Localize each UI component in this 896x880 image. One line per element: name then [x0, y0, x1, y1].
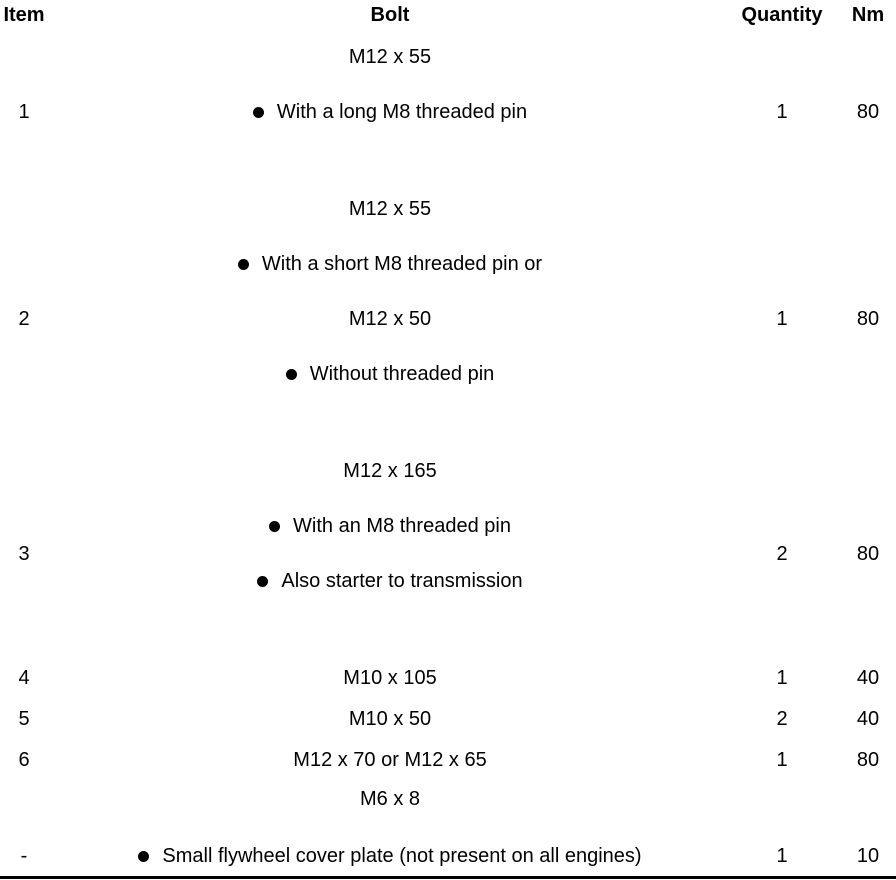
item-number: 5 — [18, 708, 30, 730]
bolt-spec-text: M6 x 8 — [359, 788, 421, 810]
quantity-value: 1 — [776, 667, 788, 689]
column-header-quantity: Quantity — [741, 4, 823, 26]
item-number: 6 — [18, 749, 30, 771]
quantity-value: 1 — [776, 308, 788, 330]
item-number: - — [20, 845, 28, 867]
nm-value: 40 — [856, 667, 880, 689]
column-header-nm: Nm — [851, 4, 885, 26]
bolt-spec-text: Small flywheel cover plate (not present … — [162, 845, 642, 867]
bolt-spec-text: M10 x 105 — [343, 667, 437, 689]
bolt-spec-text: M12 x 50 — [348, 308, 432, 330]
bolt-spec-text: With a short M8 threaded pin or — [261, 253, 543, 275]
bottom-divider — [0, 876, 896, 879]
bolt-spec-line: M12 x 70 or M12 x 65 — [0, 748, 780, 772]
nm-value: 80 — [856, 308, 880, 330]
bullet-icon — [237, 258, 249, 270]
item-number: 4 — [18, 667, 30, 689]
bolt-spec-line: With a short M8 threaded pin or — [0, 252, 780, 276]
nm-value: 80 — [856, 101, 880, 123]
quantity-value: 1 — [776, 749, 788, 771]
bullet-icon — [138, 850, 150, 862]
bolt-spec-text: M12 x 55 — [348, 198, 432, 220]
bolt-spec-text: Without threaded pin — [309, 363, 495, 385]
item-number: 3 — [18, 543, 30, 565]
bolt-spec-line: With a long M8 threaded pin — [0, 100, 780, 124]
bolt-spec-line: Also starter to transmission — [0, 569, 780, 593]
nm-value: 40 — [856, 708, 880, 730]
bolt-spec-line: M12 x 55 — [0, 197, 780, 221]
bullet-icon — [252, 106, 264, 118]
bolt-spec-text: M12 x 165 — [343, 460, 437, 482]
nm-value: 80 — [856, 749, 880, 771]
bolt-spec-text: M10 x 50 — [348, 708, 432, 730]
bullet-icon — [285, 368, 297, 380]
bolt-spec-text: With a long M8 threaded pin — [276, 101, 528, 123]
bolt-spec-text: M12 x 70 or M12 x 65 — [293, 749, 487, 771]
quantity-value: 1 — [776, 845, 788, 867]
bolt-spec-text: Also starter to transmission — [281, 570, 523, 592]
quantity-value: 2 — [776, 708, 788, 730]
bullet-icon — [257, 575, 269, 587]
bolt-spec-text: M12 x 55 — [348, 46, 432, 68]
bolt-spec-line: M12 x 55 — [0, 45, 780, 69]
quantity-value: 1 — [776, 101, 788, 123]
bolt-spec-line: M12 x 165 — [0, 459, 780, 483]
bolt-spec-text: With an M8 threaded pin — [293, 515, 511, 537]
nm-value: 80 — [856, 543, 880, 565]
bolt-spec-line: With an M8 threaded pin — [0, 514, 780, 538]
bolt-spec-line: Without threaded pin — [0, 362, 780, 386]
bolt-spec-line: M6 x 8 — [0, 787, 780, 811]
nm-value: 10 — [856, 845, 880, 867]
column-header-item: Item — [3, 4, 45, 26]
bolt-spec-line: Small flywheel cover plate (not present … — [0, 844, 780, 868]
bolt-spec-line: M10 x 50 — [0, 707, 780, 731]
bolt-spec-line: M10 x 105 — [0, 666, 780, 690]
bullet-icon — [269, 520, 281, 532]
column-header-bolt: Bolt — [370, 4, 410, 26]
item-number: 2 — [18, 308, 30, 330]
item-number: 1 — [18, 101, 30, 123]
bolt-spec-line: M12 x 50 — [0, 307, 780, 331]
quantity-value: 2 — [776, 543, 788, 565]
